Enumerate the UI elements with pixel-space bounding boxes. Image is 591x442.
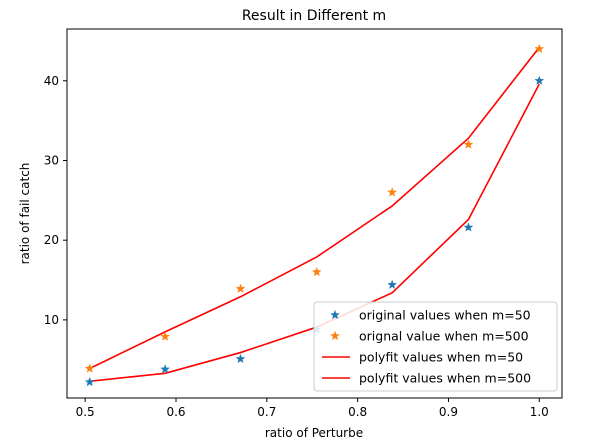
- series-0-point: [85, 377, 94, 385]
- legend: original values when m=50 orignal value w…: [314, 302, 557, 391]
- y-tick-label: 40: [44, 74, 59, 88]
- series-1-point: [85, 364, 94, 372]
- legend-label: polyfit values when m=50: [359, 350, 523, 365]
- x-tick-label: 1.0: [530, 405, 549, 419]
- y-tick-label: 30: [44, 154, 59, 168]
- series-0-point: [535, 76, 544, 84]
- x-tick-label: 0.6: [166, 405, 185, 419]
- series-1-point: [312, 267, 321, 275]
- x-tick-label: 0.9: [439, 405, 458, 419]
- y-axis: 10 20 30 40: [44, 74, 67, 327]
- series-0-point: [388, 280, 397, 288]
- chart-title: Result in Different m: [242, 8, 386, 24]
- x-axis-label: ratio of Perturbe: [265, 426, 363, 440]
- x-tick-label: 0.8: [348, 405, 367, 419]
- x-axis: 0.5 0.6 0.7 0.8 0.9 1.0: [76, 398, 549, 419]
- x-tick-label: 0.7: [257, 405, 276, 419]
- legend-label: original values when m=50: [359, 308, 531, 323]
- legend-label: polyfit values when m=500: [359, 371, 531, 386]
- series-1-point: [388, 188, 397, 196]
- y-tick-label: 20: [44, 233, 59, 247]
- y-axis-label: ratio of fail catch: [18, 163, 32, 265]
- legend-label: orignal value when m=500: [359, 329, 529, 344]
- series-1-point: [236, 284, 245, 292]
- series-0-point: [464, 223, 473, 231]
- series-0-point: [236, 354, 245, 362]
- y-tick-label: 10: [44, 313, 59, 327]
- x-tick-label: 0.5: [76, 405, 95, 419]
